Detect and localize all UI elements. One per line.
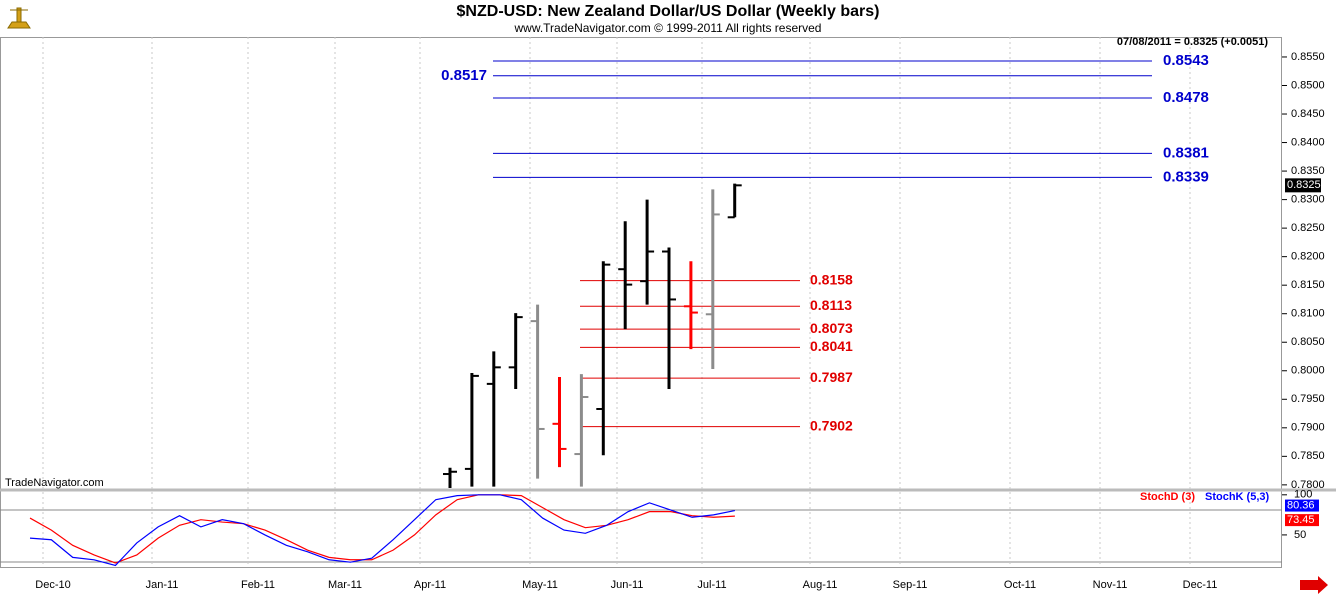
retracement-label: 0.8073 (810, 320, 853, 336)
y-tick-label: 0.8350 (1291, 165, 1325, 177)
ohlc-bar (705, 189, 720, 370)
x-tick-label: Aug-11 (803, 579, 838, 591)
ohlc-bar (683, 261, 698, 350)
ohlc-bar (618, 221, 633, 330)
x-tick-label: Jun-11 (611, 579, 644, 591)
ohlc-bar (596, 261, 611, 456)
x-tick-label: Oct-11 (1004, 579, 1036, 591)
last-quote: 07/08/2011 = 0.8325 (+0.0051) (1117, 36, 1268, 48)
stoch-line (29, 494, 735, 564)
retracement-label: 0.8158 (810, 271, 853, 287)
x-tick-label: Dec-10 (35, 579, 70, 591)
y-tick-label: 0.8150 (1291, 279, 1325, 291)
y-tick-label: 0.8250 (1291, 222, 1325, 234)
logo (7, 7, 31, 29)
fib-level-label: 0.8478 (1163, 89, 1209, 106)
ohlc-bar (574, 374, 589, 487)
fib-level-label: 0.8543 (1163, 52, 1209, 69)
value-box-label: 73.45 (1287, 514, 1315, 526)
fib-level-label: 0.8517 (441, 67, 487, 84)
value-box (1285, 499, 1319, 512)
retracement-label: 0.8041 (810, 338, 853, 354)
last-price-box (1285, 178, 1321, 193)
fib-level-label: 0.8381 (1163, 144, 1209, 161)
ohlc-bar (508, 313, 523, 390)
x-tick-label: Feb-11 (241, 579, 275, 591)
x-tick-label: Jul-11 (697, 579, 726, 591)
y-tick-label: 0.8200 (1291, 251, 1325, 263)
legend-entry: StochD (3) (1140, 491, 1195, 503)
y-tick-label: 0.8500 (1291, 79, 1325, 91)
value-box (1285, 514, 1319, 527)
y-tick-label: 0.8450 (1291, 108, 1325, 120)
ohlc-bar (662, 247, 676, 390)
ohlc-bar (464, 373, 479, 487)
legend-entry: StochK (5,3) (1205, 491, 1270, 503)
ohlc-bar (486, 351, 501, 487)
ohlc-bar (443, 467, 457, 488)
retracement-label: 0.7902 (810, 417, 853, 433)
y-tick-label: 100 (1294, 489, 1312, 501)
value-box-label: 80.36 (1287, 499, 1315, 511)
chart-subtitle: www.TradeNavigator.com © 1999-2011 All r… (514, 21, 822, 35)
y-tick-label: 0.8300 (1291, 194, 1325, 206)
y-tick-label: 0.8550 (1291, 51, 1325, 63)
y-tick-label: 0.7850 (1291, 450, 1325, 462)
fib-level-label: 0.8339 (1163, 168, 1209, 185)
x-tick-label: Dec-11 (1183, 579, 1218, 591)
ohlc-bar (727, 183, 742, 219)
chart-title: $NZD-USD: New Zealand Dollar/US Dollar (… (457, 3, 880, 20)
watermark: TradeNavigator.com (5, 477, 104, 489)
x-tick-label: Nov-11 (1093, 579, 1128, 591)
last-price-label: 0.8325 (1287, 179, 1321, 191)
stoch-line (29, 494, 735, 567)
x-tick-label: Mar-11 (328, 579, 362, 591)
ohlc-bar (640, 199, 655, 305)
y-tick-label: 0.8000 (1291, 365, 1325, 377)
ohlc-bar (530, 304, 545, 479)
x-tick-label: Jan-11 (146, 579, 179, 591)
retracement-label: 0.8113 (810, 297, 852, 313)
y-tick-label: 50 (1294, 529, 1306, 541)
y-tick-label: 0.8400 (1291, 136, 1325, 148)
plot-frame (0, 37, 1282, 568)
y-tick-label: 0.7950 (1291, 393, 1325, 405)
retracement-label: 0.7987 (810, 369, 853, 385)
x-tick-label: Apr-11 (414, 579, 446, 591)
x-tick-label: Sep-11 (893, 579, 928, 591)
y-tick-label: 0.7900 (1291, 422, 1325, 434)
ohlc-bar (552, 377, 567, 468)
x-tick-label: May-11 (522, 579, 558, 591)
y-tick-label: 0.7800 (1291, 479, 1325, 491)
scroll-arrow[interactable] (1300, 576, 1328, 594)
y-tick-label: 0.8050 (1291, 336, 1325, 348)
y-tick-label: 0.8100 (1291, 308, 1325, 320)
